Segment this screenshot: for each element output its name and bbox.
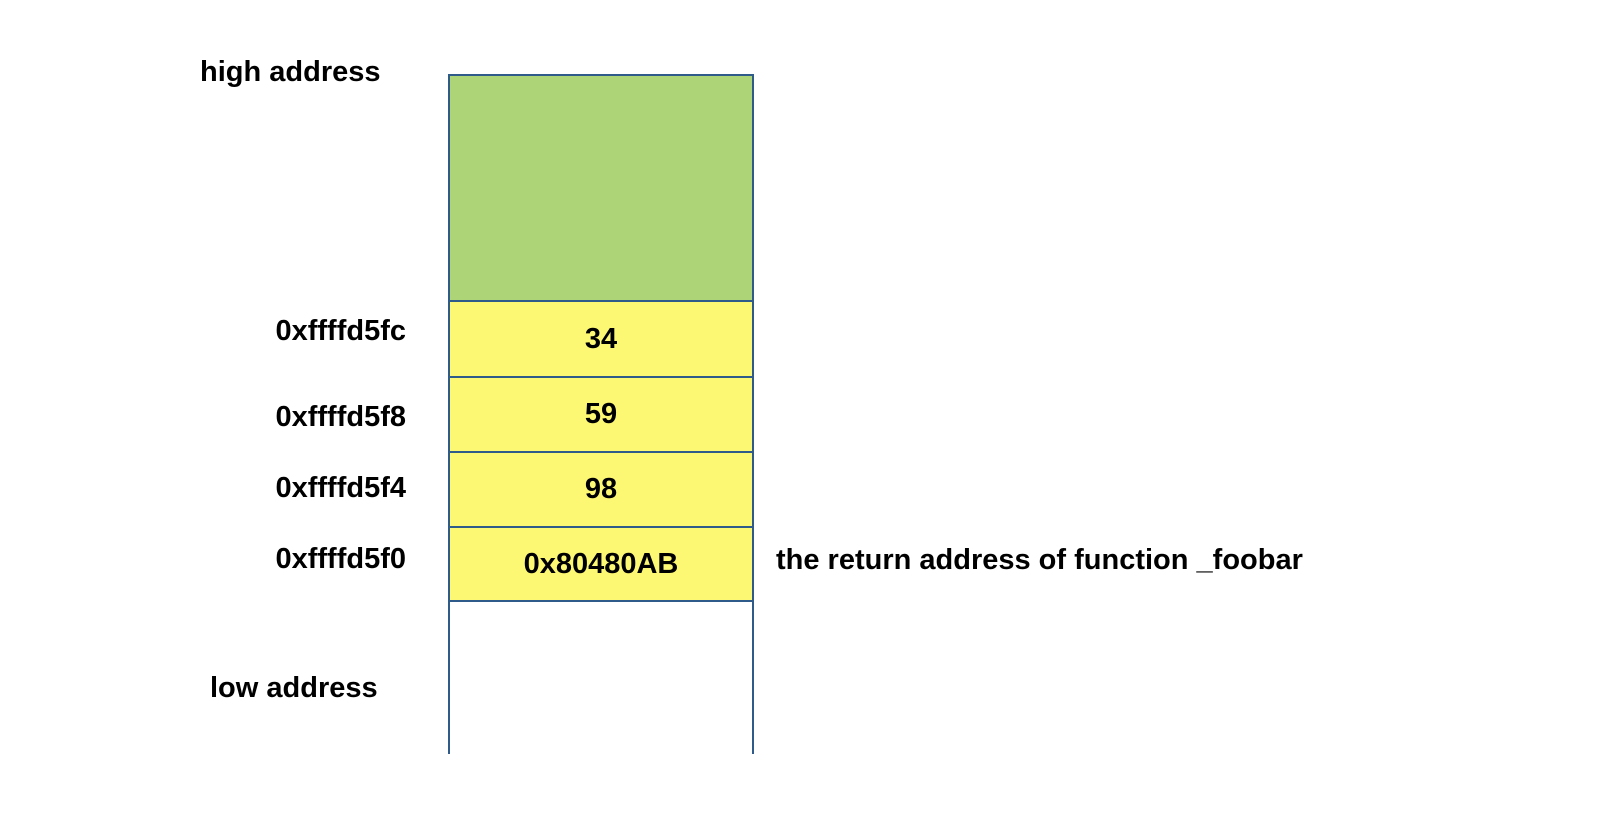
stack-top-border <box>448 74 754 76</box>
return-address-annotation: the return address of function _foobar <box>776 544 1303 576</box>
stack-upper-region <box>450 76 752 300</box>
stack-cell-value: 98 <box>584 473 618 505</box>
stack-cell-0xffffd5f4: 98 <box>450 451 752 526</box>
address-label: 0xffffd5fc <box>275 315 406 347</box>
stack-cell-0xffffd5fc: 34 <box>450 300 752 376</box>
stack-cell-bottom-border <box>450 600 752 602</box>
address-label: 0xffffd5f8 <box>275 401 406 433</box>
address-label: 0xffffd5f4 <box>275 472 406 504</box>
high-address-label: high address <box>200 56 381 88</box>
stack-cell-0xffffd5f8: 59 <box>450 376 752 451</box>
stack-cell-value: 0x80480AB <box>523 548 679 580</box>
stack-cell-value: 34 <box>584 322 618 355</box>
stack-cell-value: 59 <box>584 398 618 430</box>
stack-cell-0xffffd5f0: 0x80480AB <box>450 526 752 601</box>
stack-right-border <box>752 74 754 754</box>
low-address-label: low address <box>210 672 378 704</box>
stack-left-border <box>448 74 450 754</box>
address-label: 0xffffd5f0 <box>275 543 406 575</box>
